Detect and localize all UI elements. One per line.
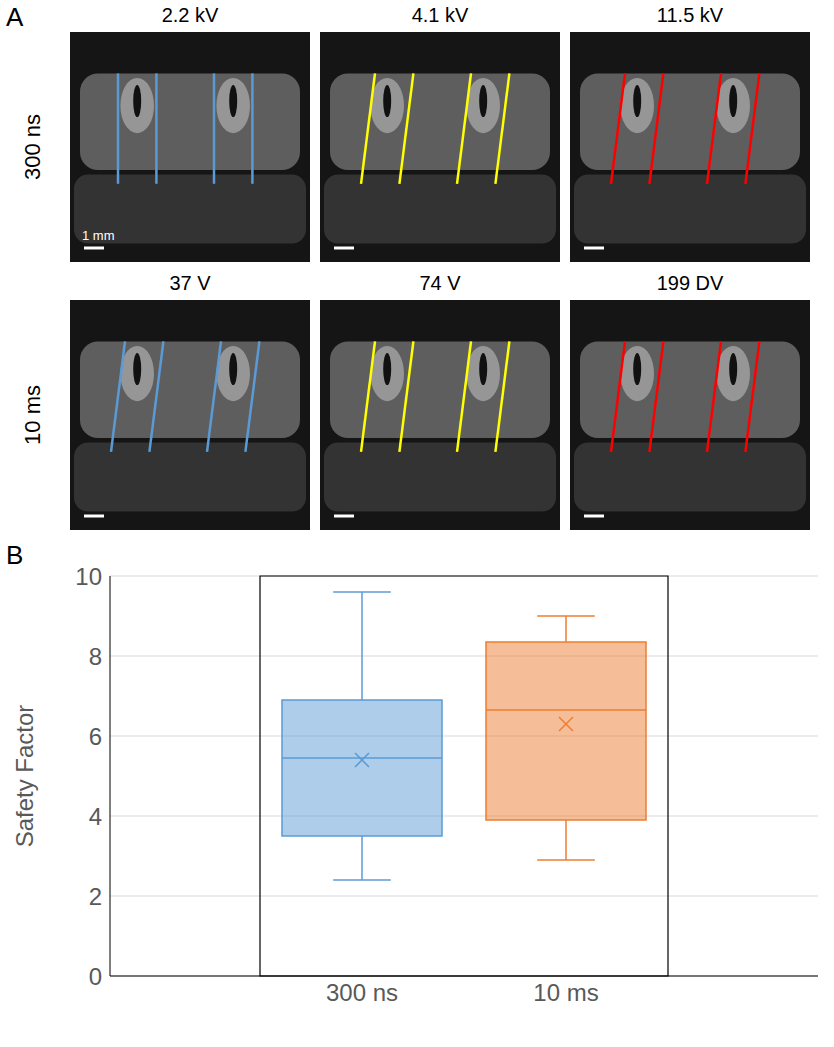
svg-text:300 ns: 300 ns [20,114,45,180]
svg-text:199 DV: 199 DV [657,272,724,294]
html-text:B: B [6,540,24,570]
svg-text:10 ms: 10 ms [20,385,45,445]
svg-text:4: 4 [89,803,102,830]
svg-text:2.2 kV: 2.2 kV [162,4,219,26]
svg-text:A: A [6,2,24,32]
svg-text:0: 0 [89,963,102,990]
svg-text:10: 10 [75,563,102,590]
svg-text:1 mm: 1 mm [82,228,115,243]
svg-text:8: 8 [89,643,102,670]
svg-text:10 ms: 10 ms [533,979,598,1006]
svg-text:2: 2 [89,883,102,910]
svg-text:74 V: 74 V [419,272,461,294]
svg-text:4.1 kV: 4.1 kV [412,4,469,26]
svg-text:Safety Factor: Safety Factor [11,705,38,848]
svg-text:11.5 kV: 11.5 kV [657,4,724,26]
svg-text:300 ns: 300 ns [326,979,398,1006]
svg-text:6: 6 [89,723,102,750]
svg-text:37 V: 37 V [169,272,211,294]
